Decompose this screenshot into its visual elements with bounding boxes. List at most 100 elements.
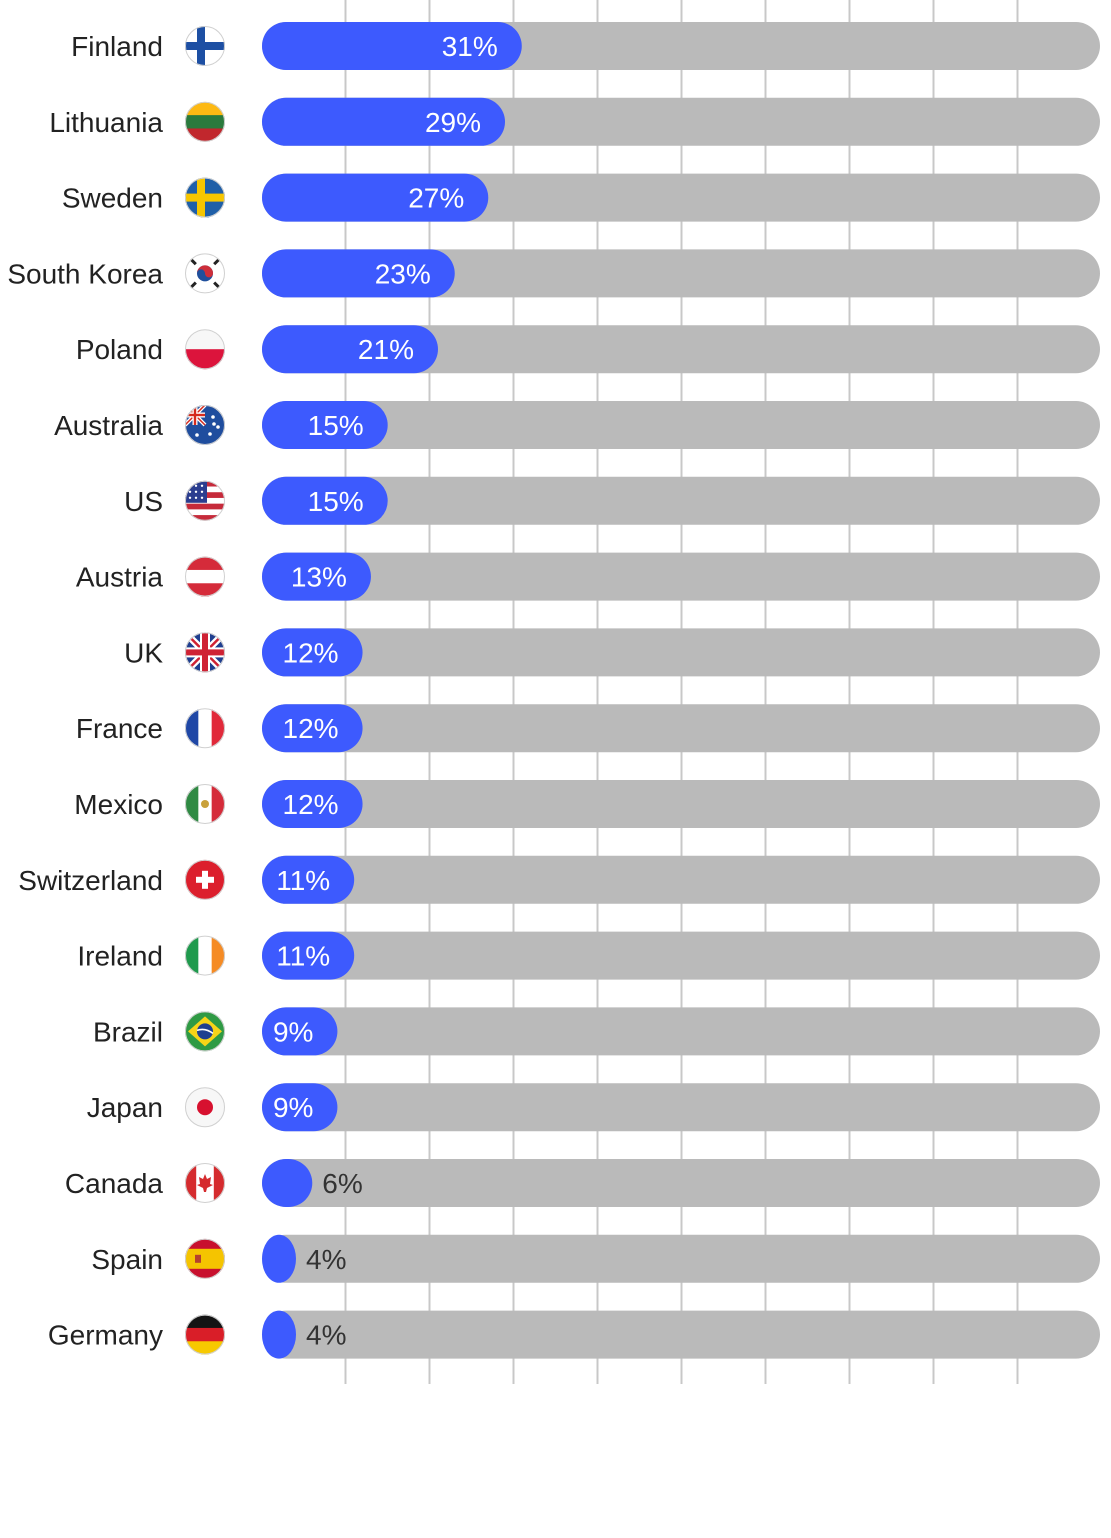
bar-row-switzerland: Switzerland 11% — [18, 855, 1100, 904]
bar-row-spain: Spain 4% — [91, 1234, 1100, 1283]
poland-flag-icon — [185, 329, 225, 370]
value-label: 9% — [273, 1092, 313, 1123]
value-label: 13% — [291, 562, 347, 593]
country-label: Ireland — [77, 941, 163, 972]
value-label: 29% — [425, 107, 481, 138]
uk-flag-icon — [185, 632, 225, 673]
australia-flag-icon — [185, 405, 225, 445]
bar-row-poland: Poland 21% — [76, 325, 1100, 374]
grid-lines — [344, 0, 1019, 1384]
bar-track — [262, 1310, 1100, 1359]
brazil-flag-icon — [185, 1011, 225, 1052]
france-flag-icon — [185, 708, 225, 749]
ireland-flag-icon — [185, 935, 225, 976]
value-label: 31% — [442, 31, 498, 62]
country-label: Switzerland — [18, 865, 163, 896]
bar-row-sweden: Sweden 27% — [62, 173, 1100, 222]
bar — [262, 97, 506, 146]
bar — [262, 22, 522, 70]
bar — [262, 249, 455, 298]
value-label: 6% — [322, 1168, 362, 1199]
bar-track — [262, 1083, 1100, 1132]
bar-track — [262, 552, 1100, 601]
bar — [262, 476, 388, 525]
value-label: 21% — [358, 334, 414, 365]
bar — [262, 173, 489, 222]
country-label: Canada — [65, 1168, 164, 1199]
bar — [262, 931, 355, 980]
bar-track — [262, 401, 1100, 449]
bar-track — [262, 325, 1100, 374]
bar-track — [262, 1234, 1100, 1283]
bar-row-south-korea: South Korea 23% — [7, 249, 1100, 298]
country-label: Finland — [71, 31, 163, 62]
mexico-flag-icon — [185, 784, 225, 824]
bar — [262, 704, 363, 753]
austria-flag-icon — [185, 556, 225, 597]
country-label: Spain — [91, 1244, 163, 1275]
bar-track — [262, 1007, 1100, 1056]
value-label: 12% — [283, 637, 339, 668]
lithuania-flag-icon — [185, 101, 225, 142]
bar-track — [262, 1159, 1100, 1207]
country-label: Germany — [48, 1320, 163, 1351]
country-label: Brazil — [93, 1016, 163, 1047]
spain-flag-icon — [185, 1238, 225, 1279]
country-label: South Korea — [7, 258, 163, 289]
value-label: 9% — [273, 1016, 313, 1047]
bar-track — [262, 780, 1100, 828]
bar — [262, 552, 371, 601]
germany-flag-icon — [185, 1314, 225, 1355]
value-label: 4% — [306, 1244, 346, 1275]
country-label: Sweden — [62, 183, 163, 214]
finland-flag-icon — [185, 26, 225, 66]
value-label: 4% — [306, 1320, 346, 1351]
country-label: Poland — [76, 334, 163, 365]
country-label: Austria — [76, 562, 164, 593]
sweden-flag-icon — [185, 177, 225, 218]
bar — [262, 1007, 338, 1056]
bar-track — [262, 476, 1100, 525]
country-label: Mexico — [74, 789, 163, 820]
country-label: UK — [124, 637, 163, 668]
country-label: France — [76, 713, 163, 744]
bar-row-austria: Austria 13% — [76, 552, 1100, 601]
bar-track — [262, 855, 1100, 904]
bar-row-finland: Finland 31% — [71, 22, 1100, 70]
value-label: 27% — [408, 183, 464, 214]
us-flag-icon — [185, 480, 225, 521]
bar — [262, 855, 355, 904]
south-korea-flag-icon — [185, 253, 225, 294]
bar-row-mexico: Mexico 12% — [74, 780, 1100, 828]
value-label: 12% — [283, 789, 339, 820]
bar-track — [262, 931, 1100, 980]
bar-track — [262, 249, 1100, 298]
value-label: 11% — [276, 865, 330, 896]
bar-row-australia: Australia 15% — [54, 401, 1100, 449]
bar — [262, 401, 388, 449]
bar — [262, 780, 363, 828]
country-label: Lithuania — [49, 107, 163, 138]
bar-row-us: US 15% — [124, 476, 1100, 525]
switzerland-flag-icon — [185, 859, 225, 900]
value-label: 15% — [308, 486, 364, 517]
bar-row-brazil: Brazil 9% — [93, 1007, 1100, 1056]
bar — [262, 628, 363, 677]
bar — [262, 1310, 296, 1359]
japan-flag-icon — [185, 1087, 225, 1128]
bars: Finland 31% Lithuania 29% Sweden 27% South Kor… — [7, 22, 1100, 1359]
bar-row-canada: Canada 6% — [65, 1159, 1100, 1207]
bar — [262, 1159, 313, 1207]
country-label: Australia — [54, 410, 163, 441]
bar — [262, 325, 438, 374]
value-label: 15% — [308, 410, 364, 441]
bar-row-germany: Germany 4% — [48, 1310, 1100, 1359]
country-label: US — [124, 486, 163, 517]
value-label: 11% — [276, 941, 330, 972]
bar-row-japan: Japan 9% — [87, 1083, 1100, 1132]
bar-row-france: France 12% — [76, 704, 1100, 753]
bar-track — [262, 628, 1100, 677]
bar-row-ireland: Ireland 11% — [77, 931, 1100, 980]
value-label: 23% — [375, 258, 431, 289]
